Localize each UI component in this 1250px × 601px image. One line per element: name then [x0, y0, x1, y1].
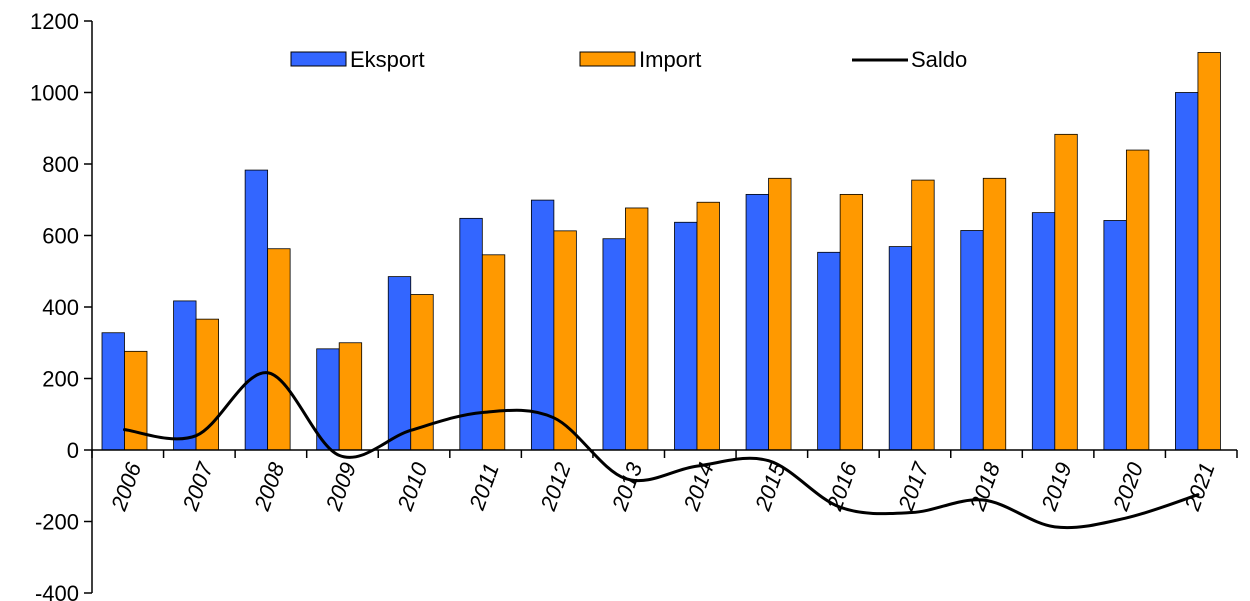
bar-eksport-2007: [173, 300, 197, 451]
bar-import-2018: [982, 177, 1007, 451]
legend-swatch-import: [579, 51, 636, 67]
bar-import-2015: [768, 177, 792, 451]
bar-import-2021: [1197, 52, 1221, 451]
x-tick-label-2012: 2012: [535, 459, 576, 514]
saldo-line-layer: [123, 371, 1200, 530]
bar-eksport-2020: [1103, 220, 1127, 451]
bar-import-2013: [625, 207, 649, 451]
legend: Eksport Import Saldo: [290, 47, 967, 72]
legend-label-eksport: Eksport: [350, 47, 425, 72]
bar-eksport-2014: [674, 221, 698, 451]
bar-eksport-2018: [960, 230, 984, 451]
x-tick-label-2011: 2011: [464, 460, 504, 514]
bar-eksport-2006: [101, 332, 125, 451]
series-line-saldo: [123, 371, 1200, 530]
y-tick-label-0: 0: [67, 438, 79, 463]
bar-eksport-2015: [745, 193, 769, 451]
x-tick-label-2009: 2009: [320, 459, 361, 514]
bar-eksport-2021: [1175, 92, 1199, 451]
x-tick-label-2008: 2008: [249, 458, 290, 514]
bar-eksport-2016: [817, 251, 841, 451]
y-tick-label-600: 600: [42, 224, 79, 249]
x-tick-label-2017: 2017: [893, 458, 934, 514]
y-tick-label-1000: 1000: [30, 81, 79, 106]
x-tick-label-2020: 2020: [1108, 458, 1149, 514]
x-tick-label-2016: 2016: [821, 458, 862, 514]
legend-label-import: Import: [639, 47, 701, 72]
bar-import-2017: [911, 179, 935, 451]
y-tick-label--400: -400: [35, 581, 79, 601]
x-tick-label-2019: 2019: [1036, 459, 1077, 514]
x-tick-label-2013: 2013: [607, 458, 648, 514]
y-tick-label--200: -200: [35, 510, 79, 535]
bars-layer: [101, 52, 1221, 451]
bar-eksport-2013: [602, 238, 626, 451]
x-tick-label-2015: 2015: [750, 458, 791, 514]
y-tick-label-1200: 1200: [30, 9, 79, 34]
bar-eksport-2008: [244, 169, 269, 451]
x-tick-label-2007: 2007: [177, 458, 218, 514]
bar-import-2008: [267, 248, 291, 451]
y-tick-label-800: 800: [42, 152, 79, 177]
bar-import-2011: [481, 254, 506, 451]
bar-eksport-2010: [387, 276, 412, 451]
bar-eksport-2017: [888, 246, 913, 451]
bar-import-2020: [1125, 149, 1150, 451]
x-tick-label-2006: 2006: [106, 458, 147, 514]
bar-import-2016: [839, 193, 864, 451]
x-tick-label-2021: 2021: [1179, 459, 1220, 514]
bar-import-2007: [195, 318, 219, 451]
bar-eksport-2019: [1031, 212, 1056, 451]
bar-import-2009: [338, 342, 363, 451]
legend-label-saldo: Saldo: [911, 47, 967, 72]
bar-import-2012: [553, 230, 577, 451]
x-tick-label-2018: 2018: [964, 458, 1005, 514]
legend-swatch-eksport: [290, 51, 347, 67]
bar-import-2019: [1054, 133, 1078, 451]
bar-import-2014: [696, 201, 720, 451]
y-tick-label-200: 200: [42, 367, 79, 392]
y-tick-label-400: 400: [42, 295, 79, 320]
x-tick-label-2010: 2010: [392, 458, 433, 514]
